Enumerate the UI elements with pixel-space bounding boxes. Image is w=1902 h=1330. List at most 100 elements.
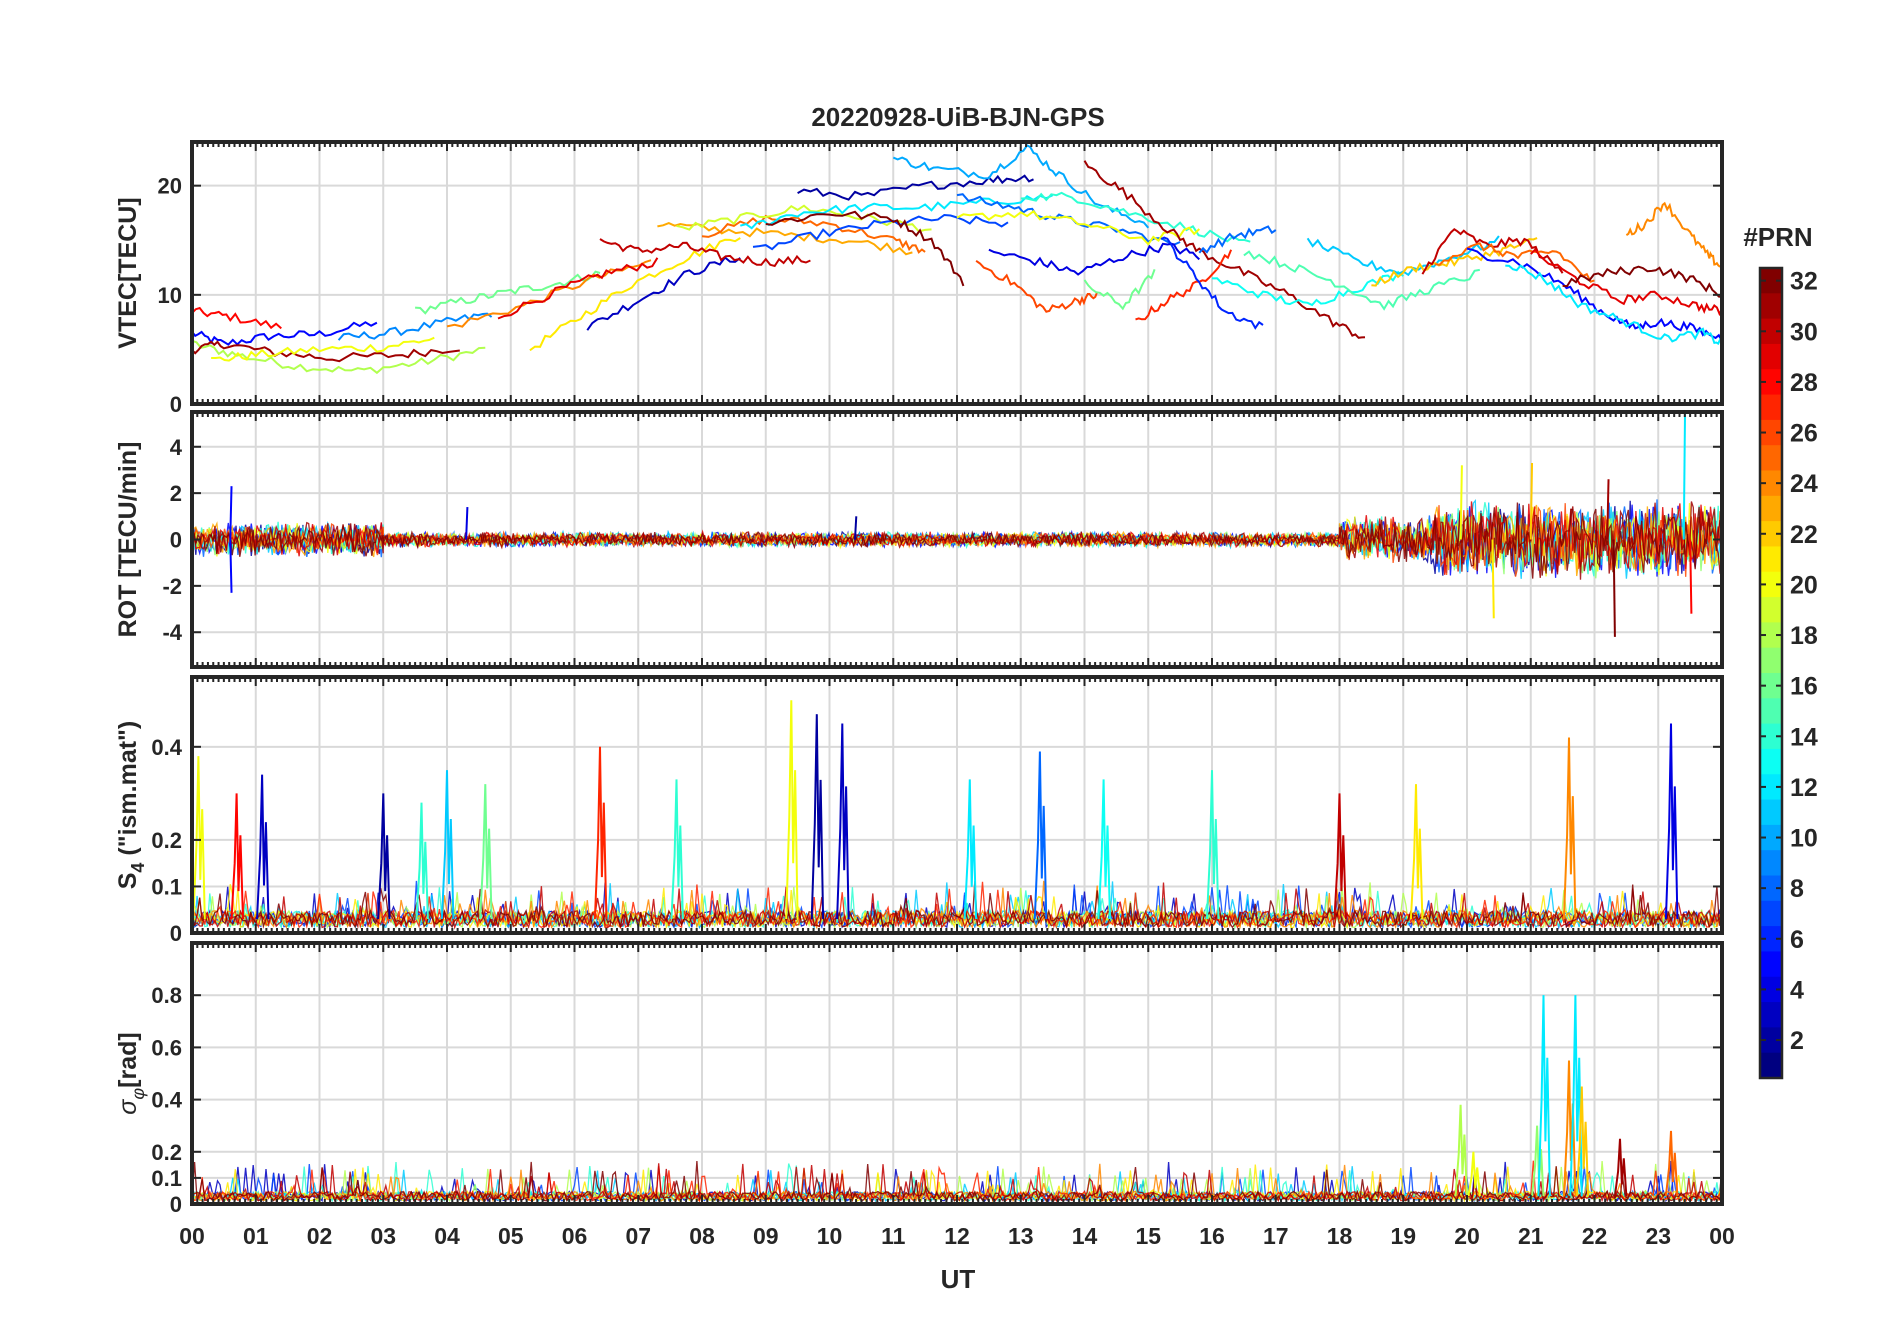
s4-peak xyxy=(377,793,391,920)
vtec-series-prn-28 xyxy=(192,306,282,330)
vtec-series-prn-4 xyxy=(988,242,1200,276)
vtec-series-prn-13 xyxy=(1211,270,1404,307)
sigma-phi-y-tick-label: 0 xyxy=(170,1192,182,1217)
rot-x-ticks xyxy=(191,412,1723,667)
colorbar-frame xyxy=(1758,266,1784,1080)
vtec-series-prn-16 xyxy=(1083,269,1156,311)
vtec-series-prn-22 xyxy=(1371,237,1538,287)
vtec-series-prn-31 xyxy=(192,340,460,363)
colorbar-swatch xyxy=(1760,318,1782,345)
x-tick-label: 21 xyxy=(1518,1223,1544,1249)
s4-peak xyxy=(1033,751,1048,920)
colorbar-swatch xyxy=(1760,926,1782,952)
s4-peak xyxy=(670,779,684,920)
colorbar-tick-label: 2 xyxy=(1790,1027,1804,1055)
s4-peak xyxy=(415,802,429,920)
vtec-series-prn-2 xyxy=(797,174,1034,201)
rot-peak xyxy=(1606,479,1610,540)
x-tick-label: 05 xyxy=(498,1223,524,1249)
s4-series-prn-24 xyxy=(192,880,1722,930)
s4-peak xyxy=(230,793,244,920)
colorbar-swatch xyxy=(1760,394,1782,421)
x-tick-label: 11 xyxy=(881,1223,906,1249)
colorbar-tick-label: 6 xyxy=(1790,926,1804,954)
colorbar-tick-label: 14 xyxy=(1790,723,1818,751)
x-tick-label: 22 xyxy=(1582,1223,1608,1249)
colorbar-tick-label: 8 xyxy=(1790,875,1804,903)
colorbar-tick-label: 10 xyxy=(1790,825,1818,853)
colorbar-swatch xyxy=(1760,900,1782,927)
x-tick-label: 18 xyxy=(1327,1223,1353,1249)
s4-y-tick-label: 0 xyxy=(170,921,182,946)
rot-peak xyxy=(1612,539,1616,637)
s4-peak xyxy=(1562,737,1577,920)
sigma-phi-x-ticks xyxy=(191,943,1723,1204)
rot-peak xyxy=(229,486,233,540)
colorbar-swatch xyxy=(1760,622,1782,649)
x-tick-label: 19 xyxy=(1390,1223,1416,1249)
vtec-series-prn-32 xyxy=(765,210,965,287)
vtec-series-prn-8 xyxy=(956,193,1181,246)
colorbar-swatch xyxy=(1760,723,1782,750)
vtec-series-prn-29 xyxy=(497,257,659,320)
vtec-series-prn-25 xyxy=(1434,242,1595,283)
colorbar-tick-label: 28 xyxy=(1790,369,1818,397)
vtec-series-prn-29 xyxy=(1530,248,1722,317)
vtec-series-prn-32 xyxy=(1562,265,1722,298)
vtec-series-prn-23 xyxy=(657,222,913,256)
sigma-phi-peak xyxy=(1664,1130,1679,1197)
vtec-y-tick-label: 10 xyxy=(158,283,182,308)
s4-series-group xyxy=(192,700,1722,930)
s4-peak xyxy=(810,714,825,920)
vtec-series-prn-20 xyxy=(211,336,435,362)
rot-peak xyxy=(1682,412,1687,540)
vtec-series-prn-20 xyxy=(956,209,1200,246)
colorbar-swatch xyxy=(1760,597,1782,623)
colorbar-tick-label: 4 xyxy=(1790,976,1804,1004)
vtec-series-prn-12 xyxy=(740,194,1054,230)
vtec-y-tick-label: 0 xyxy=(170,392,182,417)
vtec-y-ticks: 0 10 20 xyxy=(158,174,1722,417)
vtec-series-prn-30 xyxy=(1421,228,1564,275)
vtec-series-prn-8 xyxy=(1198,225,1277,254)
x-tick-label: 08 xyxy=(689,1223,715,1249)
rot-peak xyxy=(465,507,469,540)
colorbar-tick-label: 22 xyxy=(1790,521,1818,549)
rot-peak xyxy=(854,516,858,540)
x-tick-label: 04 xyxy=(434,1223,460,1249)
s4-peak xyxy=(1097,779,1111,920)
vtec-series-group xyxy=(192,144,1722,375)
colorbar-tick-label: 24 xyxy=(1790,470,1818,498)
vtec-series-prn-7 xyxy=(752,213,1009,251)
sigma-phi-peak xyxy=(1575,1086,1590,1197)
colorbar-tick-label: 16 xyxy=(1790,673,1818,701)
colorbar-swatch xyxy=(1760,571,1782,598)
sigma-phi-y-tick-label: 0.6 xyxy=(151,1035,182,1060)
vtec-series-prn-19 xyxy=(676,204,932,233)
s4-peak xyxy=(836,723,850,920)
vtec-series-prn-14 xyxy=(1020,191,1251,243)
colorbar-swatch xyxy=(1760,1027,1782,1054)
colorbar-swatch xyxy=(1760,343,1782,370)
rot-peak xyxy=(1529,462,1534,540)
vtec-series-prn-18 xyxy=(192,339,486,375)
s4-y-axis-label: S4 ("ism.mat") xyxy=(114,721,148,890)
colorbar-swatch xyxy=(1760,774,1782,801)
rot-peak xyxy=(229,539,233,593)
colorbar-swatch xyxy=(1760,850,1782,876)
vtec-panel: 0 10 20 VTEC[TECU] xyxy=(114,140,1724,417)
rot-y-axis-label: ROT [TECU/min] xyxy=(114,442,142,638)
x-tick-label: 15 xyxy=(1135,1223,1161,1249)
s4-peak xyxy=(1664,723,1679,920)
x-tick-label: 01 xyxy=(243,1223,269,1249)
s4-peak xyxy=(963,779,978,920)
vtec-series-prn-5 xyxy=(192,321,378,346)
rot-y-tick-label: 2 xyxy=(170,481,182,506)
vtec-series-prn-6 xyxy=(1160,236,1264,330)
x-tick-label: 06 xyxy=(562,1223,588,1249)
colorbar-tick-label: 12 xyxy=(1790,774,1818,802)
colorbar-swatch xyxy=(1760,673,1782,699)
s4-peak xyxy=(440,770,455,920)
